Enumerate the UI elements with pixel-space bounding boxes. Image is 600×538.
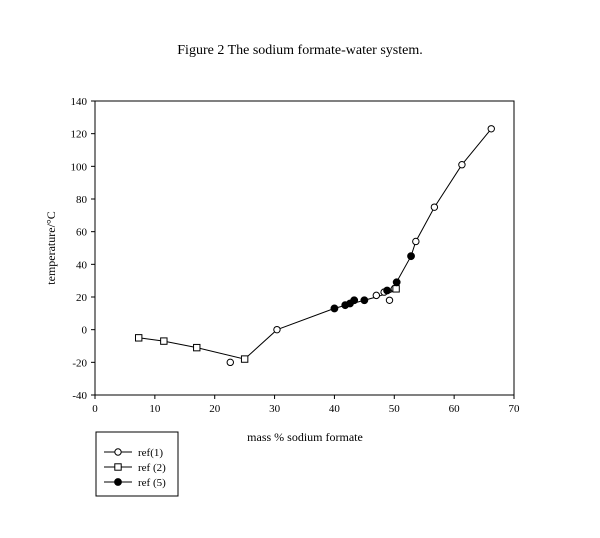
y-tick-label: -40: [72, 390, 87, 402]
y-tick-label: 80: [76, 194, 88, 206]
x-tick-label: 0: [92, 403, 98, 415]
data-point-series-2: [193, 343, 201, 352]
y-axis-label: temperature/°C: [44, 211, 58, 284]
curve-line: [138, 128, 492, 360]
data-point-series-3: [407, 252, 415, 261]
legend-label: ref (2): [138, 462, 166, 474]
data-point-series-2: [240, 355, 249, 363]
y-tick-label: 40: [76, 259, 88, 271]
data-point-series-1: [412, 237, 420, 246]
legend-marker: [114, 463, 122, 471]
y-tick-label: 100: [71, 161, 88, 173]
data-point-series-3: [360, 296, 369, 305]
data-point-series-1: [430, 203, 439, 211]
figure-title: Figure 2 The sodium formate-water system…: [177, 43, 423, 58]
legend-box: [95, 431, 179, 497]
legend-marker: [114, 448, 122, 456]
plot-frame: [94, 100, 515, 396]
x-tick-label: 70: [509, 403, 521, 415]
legend: ref(1) ref (2) ref (5): [95, 431, 179, 497]
plot-axes: 0 10 20 30 40 50 60 70 -40 -20 0 20 40 60 80 100 120 140: [71, 96, 521, 415]
data-point-series-3: [392, 278, 401, 287]
data-point-series-1: [487, 125, 495, 133]
data-point-series-1: [458, 161, 466, 169]
data-point-series-1: [372, 291, 381, 300]
y-tick-label: 140: [71, 96, 88, 108]
x-tick-label: 20: [209, 403, 221, 415]
data-point-series-3: [383, 286, 392, 295]
y-tick-label: 60: [76, 227, 88, 239]
legend-label: ref(1): [138, 447, 163, 459]
data-points: [134, 125, 495, 367]
data-point-series-2: [392, 285, 400, 293]
x-tick-label: 40: [329, 403, 341, 415]
x-tick-label: 10: [149, 403, 161, 415]
y-tick-label: 0: [82, 325, 88, 337]
x-tick-label: 60: [449, 403, 461, 415]
data-point-series-3: [350, 296, 359, 305]
x-axis-label: mass % sodium formate: [247, 430, 363, 444]
fitted-curve: [138, 128, 492, 360]
legend-label: ref (5): [138, 477, 166, 489]
data-point-series-3: [330, 304, 339, 313]
y-tick-label: 120: [71, 129, 88, 141]
data-point-series-1: [226, 358, 234, 367]
data-point-series-1: [385, 296, 394, 304]
x-tick-label: 50: [389, 403, 401, 415]
data-point-series-1: [273, 325, 281, 334]
legend-marker: [114, 478, 122, 486]
y-tick-label: 20: [76, 292, 88, 304]
data-point-series-2: [160, 337, 168, 345]
data-point-series-2: [134, 334, 143, 342]
y-tick-label: -20: [72, 357, 87, 369]
x-tick-label: 30: [269, 403, 281, 415]
